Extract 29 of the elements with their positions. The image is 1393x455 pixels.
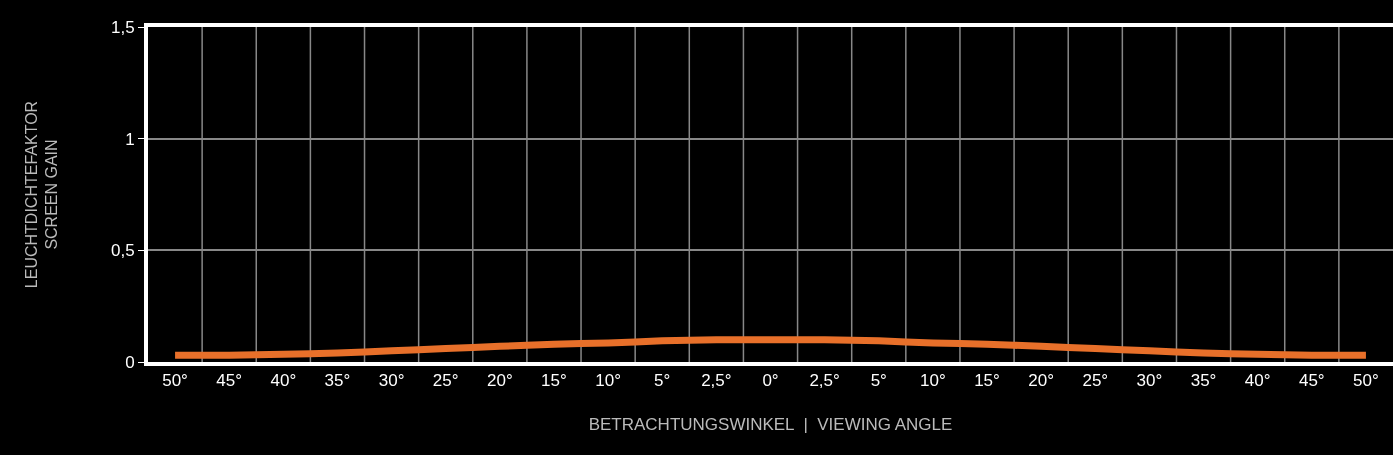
- x-tick-label: 40°: [1244, 371, 1271, 391]
- x-tick-label: 2,5°: [809, 371, 840, 391]
- x-tick-label: 5°: [870, 371, 887, 391]
- x-tick-label: 25°: [1082, 371, 1109, 391]
- y-axis-title: LEUCHTDICHTEFAKTOR SCREEN GAIN: [22, 100, 61, 289]
- y-tick-label: 1,5: [110, 17, 135, 37]
- x-tick-label: 20°: [486, 371, 513, 391]
- x-axis-title: BETRACHTUNGSWINKEL | VIEWING ANGLE: [588, 415, 953, 435]
- y-tick-label: 0: [125, 352, 135, 372]
- x-tick-label: 5°: [654, 371, 671, 391]
- x-tick-label: 40°: [270, 371, 297, 391]
- x-tick-label: 30°: [1136, 371, 1163, 391]
- x-tick-label: 15°: [541, 371, 567, 391]
- x-tick-label: 45°: [1298, 371, 1325, 391]
- x-tick-label: 20°: [1028, 371, 1055, 391]
- x-tick-label: 35°: [324, 371, 351, 391]
- x-tick-label: 45°: [216, 371, 243, 391]
- x-tick-label: 35°: [1190, 371, 1217, 391]
- y-tick-label: 1: [125, 129, 135, 149]
- x-tick-label: 50°: [162, 371, 188, 391]
- x-tick-label: 10°: [595, 371, 621, 391]
- x-tick-label: 10°: [920, 371, 946, 391]
- x-tick-label: 0°: [762, 371, 779, 391]
- y-tick-label: 0,5: [110, 241, 135, 261]
- x-tick-label: 15°: [974, 371, 1000, 391]
- x-tick-label: 50°: [1353, 371, 1379, 391]
- x-tick-label: 30°: [378, 371, 405, 391]
- x-tick-label: 2,5°: [701, 371, 732, 391]
- x-tick-label: 25°: [432, 371, 459, 391]
